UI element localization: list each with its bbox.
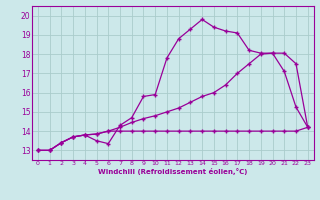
X-axis label: Windchill (Refroidissement éolien,°C): Windchill (Refroidissement éolien,°C) bbox=[98, 168, 247, 175]
